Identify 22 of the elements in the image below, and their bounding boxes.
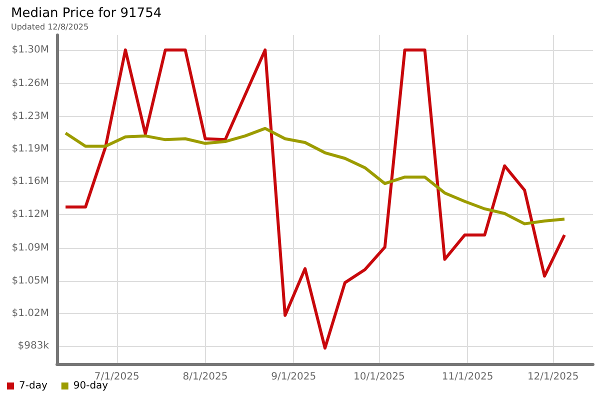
legend-label: 7-day — [19, 380, 48, 392]
y-tick-label: $1.30M — [12, 44, 49, 56]
y-tick-label: $1.19M — [12, 144, 49, 155]
x-tick-label: 12/1/2025 — [527, 372, 579, 382]
y-tick-label: $1.23M — [12, 110, 49, 122]
y-tick-label: $1.09M — [12, 242, 49, 254]
x-tick-label: 8/1/2025 — [182, 372, 228, 382]
line-series — [64, 126, 566, 226]
y-tick-label: $983k — [18, 340, 50, 352]
y-tick-label: $1.12M — [12, 208, 49, 220]
y-tick-label: $1.02M — [12, 308, 49, 320]
x-tick-label: 11/1/2025 — [442, 372, 494, 382]
y-tick-label: $1.16M — [12, 176, 49, 188]
x-tick-label: 7/1/2025 — [94, 372, 140, 382]
x-tick-label: 10/1/2025 — [354, 372, 405, 382]
chart-subtitle: Updated 12/8/2025 — [11, 22, 89, 32]
chart-title: Median Price for 91754 — [11, 6, 162, 21]
line-series — [64, 48, 566, 350]
y-tick-label: $1.05M — [12, 275, 49, 286]
y-tick-label: $1.26M — [12, 78, 49, 90]
legend-label: 90-day — [73, 380, 108, 392]
x-tick-label: 9/1/2025 — [271, 372, 316, 382]
